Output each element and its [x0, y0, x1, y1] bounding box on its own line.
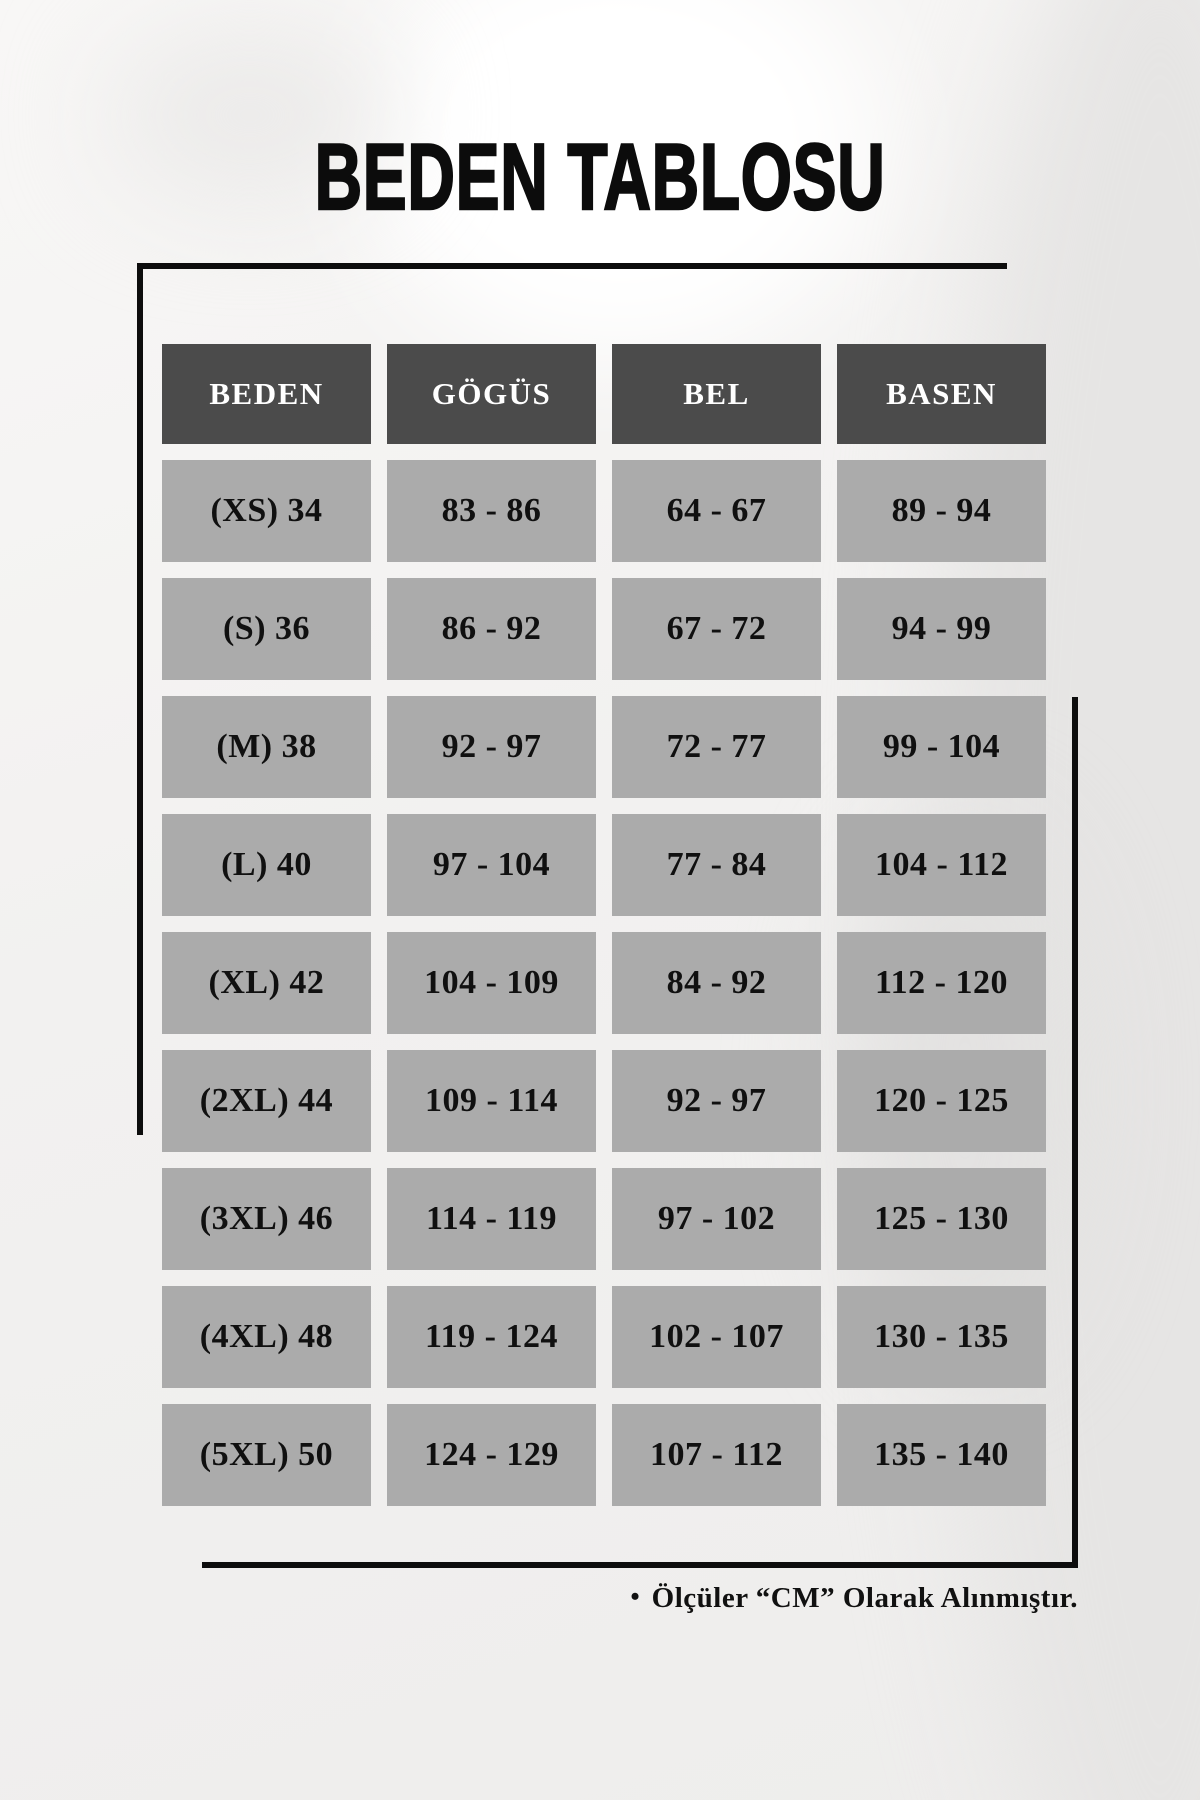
measure-cell-row8-col1: 124 - 129 [387, 1404, 596, 1506]
measure-cell-row8-col3: 135 - 140 [837, 1404, 1046, 1506]
measure-cell-row7-col3: 130 - 135 [837, 1286, 1046, 1388]
bullet-icon: • [630, 1582, 640, 1611]
measure-cell-row3-col3: 104 - 112 [837, 814, 1046, 916]
size-cell-row0: (XS) 34 [162, 460, 371, 562]
measure-cell-row5-col1: 109 - 114 [387, 1050, 596, 1152]
measure-cell-row7-col1: 119 - 124 [387, 1286, 596, 1388]
measure-cell-row6-col3: 125 - 130 [837, 1168, 1046, 1270]
size-cell-row7: (4XL) 48 [162, 1286, 371, 1388]
measure-cell-row5-col2: 92 - 97 [612, 1050, 821, 1152]
measure-cell-row4-col3: 112 - 120 [837, 932, 1046, 1034]
measure-cell-row7-col2: 102 - 107 [612, 1286, 821, 1388]
measure-cell-row3-col1: 97 - 104 [387, 814, 596, 916]
column-header-3: BASEN [837, 344, 1046, 444]
measure-cell-row2-col1: 92 - 97 [387, 696, 596, 798]
measure-cell-row0-col3: 89 - 94 [837, 460, 1046, 562]
page-title: BEDEN TABLOSU [314, 124, 886, 229]
frame-line-top [137, 263, 1007, 269]
measure-cell-row8-col2: 107 - 112 [612, 1404, 821, 1506]
measure-cell-row5-col3: 120 - 125 [837, 1050, 1046, 1152]
units-note-text: Ölçüler “CM” Olarak Alınmıştır. [651, 1582, 1078, 1614]
size-table: BEDEN GÖGÜS BEL BASEN (XS) 34 83 - 86 64 - 67 8… [162, 344, 1046, 1506]
units-note: • Ölçüler “CM” Olarak Alınmıştır. [0, 1582, 1078, 1615]
column-header-2: BEL [612, 344, 821, 444]
background-photo-shade-topleft [110, 30, 390, 200]
frame-line-left [137, 263, 143, 1135]
size-cell-row2: (M) 38 [162, 696, 371, 798]
background-photo-highlight-top [360, 0, 880, 360]
size-cell-row8: (5XL) 50 [162, 1404, 371, 1506]
frame-line-bottom [202, 1562, 1078, 1568]
measure-cell-row0-col2: 64 - 67 [612, 460, 821, 562]
size-cell-row1: (S) 36 [162, 578, 371, 680]
measure-cell-row1-col3: 94 - 99 [837, 578, 1046, 680]
measure-cell-row4-col2: 84 - 92 [612, 932, 821, 1034]
measure-cell-row1-col2: 67 - 72 [612, 578, 821, 680]
frame-line-right [1072, 697, 1078, 1568]
measure-cell-row2-col3: 99 - 104 [837, 696, 1046, 798]
measure-cell-row4-col1: 104 - 109 [387, 932, 596, 1034]
size-cell-row4: (XL) 42 [162, 932, 371, 1034]
measure-cell-row2-col2: 72 - 77 [612, 696, 821, 798]
column-header-1: GÖGÜS [387, 344, 596, 444]
measure-cell-row1-col1: 86 - 92 [387, 578, 596, 680]
size-cell-row3: (L) 40 [162, 814, 371, 916]
measure-cell-row6-col1: 114 - 119 [387, 1168, 596, 1270]
measure-cell-row6-col2: 97 - 102 [612, 1168, 821, 1270]
size-cell-row6: (3XL) 46 [162, 1168, 371, 1270]
column-header-0: BEDEN [162, 344, 371, 444]
measure-cell-row0-col1: 83 - 86 [387, 460, 596, 562]
measure-cell-row3-col2: 77 - 84 [612, 814, 821, 916]
size-cell-row5: (2XL) 44 [162, 1050, 371, 1152]
